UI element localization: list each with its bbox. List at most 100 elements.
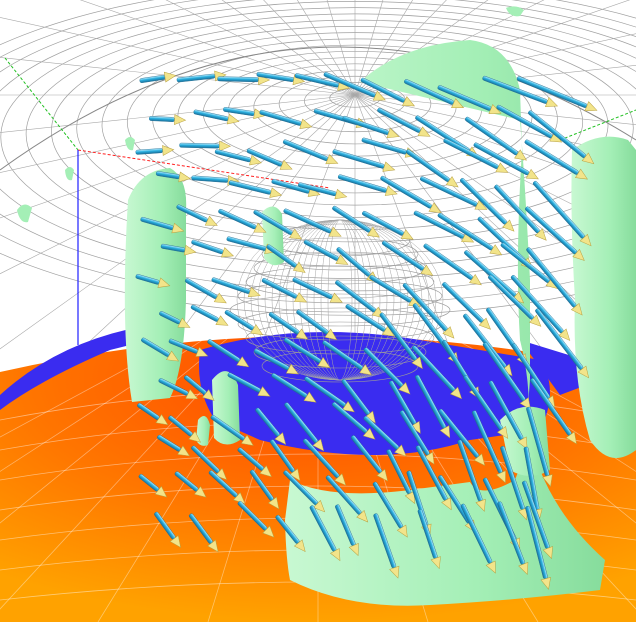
arrow-vector-icon [271, 373, 317, 403]
isosurface-blob [124, 168, 187, 402]
arrow-vector-icon [268, 312, 309, 340]
arrow-vector-icon [261, 278, 308, 303]
arrow-vector-icon [313, 108, 369, 129]
arrow-vector-icon [210, 415, 254, 446]
arrow-vector-icon [380, 175, 442, 213]
arrow-vector-icon [323, 72, 386, 101]
arrow-vector-icon [399, 410, 435, 465]
blue-floor-center [199, 332, 550, 455]
arrow-vector-icon [345, 304, 395, 337]
arrow-vector-icon [211, 277, 261, 298]
arrow-vector-icon [179, 140, 232, 152]
blue-floor-region [0, 325, 150, 410]
isosurface-blob [17, 204, 32, 223]
arrow-vector-icon [292, 277, 343, 303]
arrow-vector-icon [482, 342, 531, 411]
arrow-vector-icon [140, 217, 185, 234]
arrow-vector-icon [168, 415, 201, 443]
arrow-vector-icon [275, 515, 306, 553]
arrow-vector-icon [460, 503, 496, 574]
arrow-vector-icon [341, 379, 376, 424]
arrow-vector-icon [191, 445, 228, 481]
arrow-vector-icon [372, 481, 408, 538]
arrow-vector-icon [382, 240, 434, 276]
arrow-vector-icon [529, 378, 577, 445]
arrow-vector-icon [207, 339, 250, 368]
arrow-vector-icon [417, 509, 441, 570]
arrow-vector-icon [488, 380, 528, 450]
arrow-vector-icon [255, 407, 287, 445]
arrow-vector-icon [494, 184, 547, 241]
arrow-vector-icon [362, 210, 414, 240]
arrow-vector-icon [325, 475, 369, 523]
arrow-vector-icon [304, 376, 355, 413]
arrow-vector-icon [223, 107, 266, 120]
arrow-vector-icon [218, 208, 267, 233]
arrow-vector-icon [176, 204, 218, 226]
arrow-vector-icon [443, 138, 509, 173]
arrow-vector-icon [405, 149, 459, 188]
arrow-vector-icon [174, 471, 207, 498]
arrow-vector-icon [138, 474, 168, 498]
arrow-vector-icon [361, 137, 418, 158]
isosurface-blob [125, 137, 135, 151]
arrow-vector-icon [188, 513, 219, 553]
arrow-vector-icon [526, 247, 583, 316]
arrow-vector-icon [496, 104, 563, 143]
arrow-vector-icon [283, 337, 331, 368]
arrow-vector-icon [524, 139, 588, 180]
arrow-vector-icon [139, 71, 177, 83]
arrow-vector-icon [154, 511, 181, 548]
isosurface-blob [196, 416, 210, 446]
arrow-vector-icon [420, 176, 488, 210]
arrow-vector-icon [155, 171, 191, 183]
arrow-vector-icon [413, 210, 475, 243]
arrow-vector-icon [259, 109, 313, 129]
arrow-vector-icon [224, 310, 264, 336]
isosurface-blob [506, 6, 524, 17]
arrow-vector-icon [332, 149, 396, 172]
arrow-vector-icon [284, 402, 325, 452]
arrow-vector-icon [253, 209, 303, 240]
arrow-vector-icon [488, 274, 542, 327]
arrow-vector-icon [217, 74, 271, 86]
arrow-vector-icon [159, 311, 191, 328]
arrow-vector-icon [157, 434, 191, 457]
arrow-vector-icon [525, 506, 551, 590]
arrow-vector-icon [526, 406, 553, 488]
arrow-vector-icon [350, 435, 389, 482]
arrow-vector-icon [298, 182, 348, 200]
arrow-vector-icon [214, 149, 262, 166]
isosurface-blob [212, 371, 240, 445]
arrow-vector-icon [283, 208, 342, 237]
arrow-vector-icon [322, 340, 372, 376]
arrow-vector-icon [460, 178, 515, 232]
arrow-vector-icon [302, 438, 347, 486]
arrow-vector-icon [338, 174, 398, 196]
arrow-vector-icon [482, 75, 559, 108]
arrow-vector-icon [331, 402, 376, 440]
arrow-vector-icon [266, 244, 306, 273]
arrow-vector-icon [363, 347, 411, 395]
arrow-vector-icon [283, 139, 339, 165]
arrow-vector-icon [457, 439, 486, 512]
arrow-vector-icon [510, 275, 571, 341]
arrow-vector-icon [471, 410, 506, 484]
arrow-vector-icon [208, 470, 246, 505]
isosurface-blob [65, 167, 74, 181]
arrow-vector-icon [522, 480, 553, 560]
arrow-vector-icon [296, 309, 338, 340]
arrow-vector-icon [437, 212, 503, 256]
arrow-vector-icon [309, 505, 341, 562]
arrow-vector-icon [437, 85, 502, 114]
arrow-vector-icon [500, 446, 529, 521]
arrow-vector-icon [237, 447, 272, 478]
arrow-vector-icon [249, 469, 280, 510]
arrow-vector-icon [303, 239, 349, 265]
arrow-vector-icon [246, 148, 293, 170]
arrow-vector-icon [386, 449, 415, 504]
arrow-vector-icon [190, 304, 229, 326]
arrow-vector-icon [332, 205, 380, 238]
